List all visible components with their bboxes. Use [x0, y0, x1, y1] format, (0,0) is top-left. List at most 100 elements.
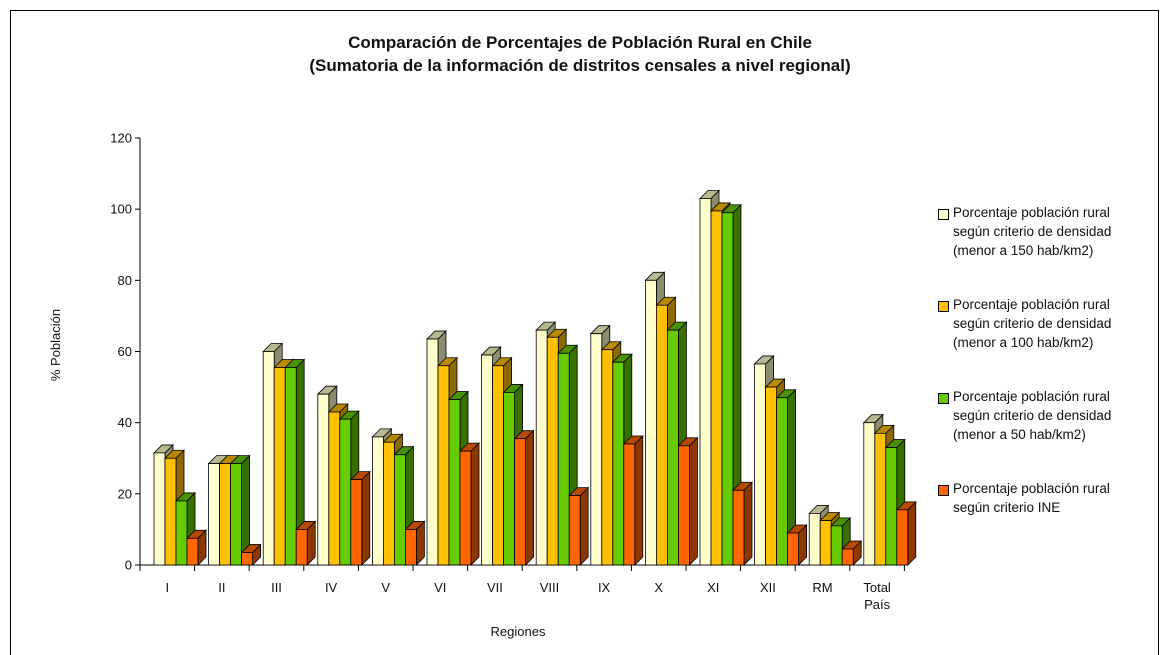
bar — [808, 513, 821, 566]
bar — [371, 436, 384, 566]
bar — [546, 336, 559, 566]
legend-item-150: Porcentaje población rural según criteri… — [938, 203, 1158, 295]
legend-item-50: Porcentaje población rural según criteri… — [938, 387, 1158, 479]
legend-swatch-50 — [938, 393, 949, 404]
bar — [765, 386, 777, 566]
y-tick-label: 20 — [118, 486, 132, 501]
chart-frame — [10, 10, 1159, 655]
bar — [350, 479, 363, 566]
x-tick-label: II — [218, 580, 225, 595]
x-tick-label: VI — [434, 580, 446, 595]
bar — [754, 363, 766, 566]
y-tick-label: 120 — [110, 131, 132, 146]
bar — [273, 367, 286, 566]
bar — [568, 495, 581, 566]
bar — [404, 529, 417, 566]
bar-side — [907, 500, 917, 566]
bar — [328, 411, 341, 566]
legend-line: Porcentaje población rural — [953, 205, 1110, 220]
bar-side — [525, 429, 534, 566]
bar — [448, 399, 461, 566]
bar-side — [743, 481, 753, 566]
x-tick-label: IX — [598, 580, 611, 595]
legend-line: (menor a 100 hab/km2) — [953, 335, 1094, 350]
bar — [623, 443, 636, 566]
bar — [437, 365, 450, 566]
bar — [601, 349, 614, 566]
bar — [656, 304, 668, 566]
bar-side — [361, 470, 371, 566]
bar — [459, 450, 472, 566]
bar — [678, 445, 690, 566]
bar — [230, 463, 243, 566]
legend-line: (menor a 150 hab/km2) — [953, 243, 1094, 258]
bar — [776, 397, 788, 566]
chart-title: Comparación de Porcentajes de Población … — [348, 33, 812, 52]
legend-line: según criterio de densidad — [953, 408, 1112, 423]
bar — [426, 338, 439, 566]
x-axis-label: Regiones — [491, 624, 546, 639]
x-tick-label: Total — [863, 580, 891, 595]
bar — [885, 447, 898, 566]
y-axis-label: % Población — [48, 309, 63, 381]
bar — [175, 500, 188, 566]
bar — [535, 329, 548, 566]
bar — [481, 354, 494, 566]
x-tick-label: X — [654, 580, 663, 595]
bar — [841, 548, 854, 566]
bar — [208, 463, 221, 566]
y-tick-label: 60 — [118, 344, 132, 359]
bar — [699, 198, 712, 566]
bar — [514, 438, 526, 566]
legend-line: según criterio de densidad — [953, 316, 1112, 331]
bar — [787, 532, 799, 566]
legend-swatch-150 — [938, 209, 949, 220]
x-tick-label: País — [864, 597, 891, 612]
bar-side — [579, 486, 589, 566]
bar — [830, 525, 843, 566]
bar — [590, 333, 603, 566]
bar — [645, 279, 657, 566]
legend-line: Porcentaje población rural — [953, 389, 1110, 404]
bar — [710, 210, 723, 566]
bar — [295, 529, 308, 566]
bar — [492, 365, 505, 566]
legend-swatch-ine — [938, 485, 949, 496]
legend-item-100: Porcentaje población rural según criteri… — [938, 295, 1158, 387]
bar — [164, 457, 177, 566]
bar-side — [634, 435, 644, 566]
bar — [186, 537, 199, 566]
legend-swatch-100 — [938, 301, 949, 312]
legend-item-ine: Porcentaje población rural según criteri… — [938, 479, 1158, 571]
x-tick-label: I — [165, 580, 169, 595]
chart-legend: Porcentaje población rural según criteri… — [938, 203, 1158, 571]
bar — [557, 352, 570, 566]
y-tick-label: 40 — [118, 415, 132, 430]
bar — [317, 393, 330, 566]
bar — [393, 454, 406, 566]
bar — [863, 422, 876, 566]
x-tick-label: IV — [325, 580, 338, 595]
bar — [219, 463, 232, 566]
y-tick-label: 80 — [118, 273, 132, 288]
bar — [503, 392, 516, 566]
bar — [241, 552, 254, 566]
chart-subtitle: (Sumatoria de la información de distrito… — [309, 56, 851, 75]
bar — [262, 351, 275, 566]
x-tick-label: VIII — [540, 580, 560, 595]
legend-line: según criterio de densidad — [953, 224, 1112, 239]
bar — [612, 361, 625, 566]
legend-line: Porcentaje población rural — [953, 481, 1110, 496]
bar — [382, 441, 395, 566]
bar-side — [470, 442, 480, 566]
y-tick-label: 100 — [110, 202, 132, 217]
bar — [339, 418, 352, 566]
bar — [153, 452, 166, 566]
legend-line: (menor a 50 hab/km2) — [953, 427, 1086, 442]
bar — [667, 329, 679, 566]
x-tick-label: V — [381, 580, 390, 595]
bar — [896, 509, 909, 566]
legend-line: según criterio INE — [953, 500, 1061, 515]
bar — [721, 212, 734, 566]
